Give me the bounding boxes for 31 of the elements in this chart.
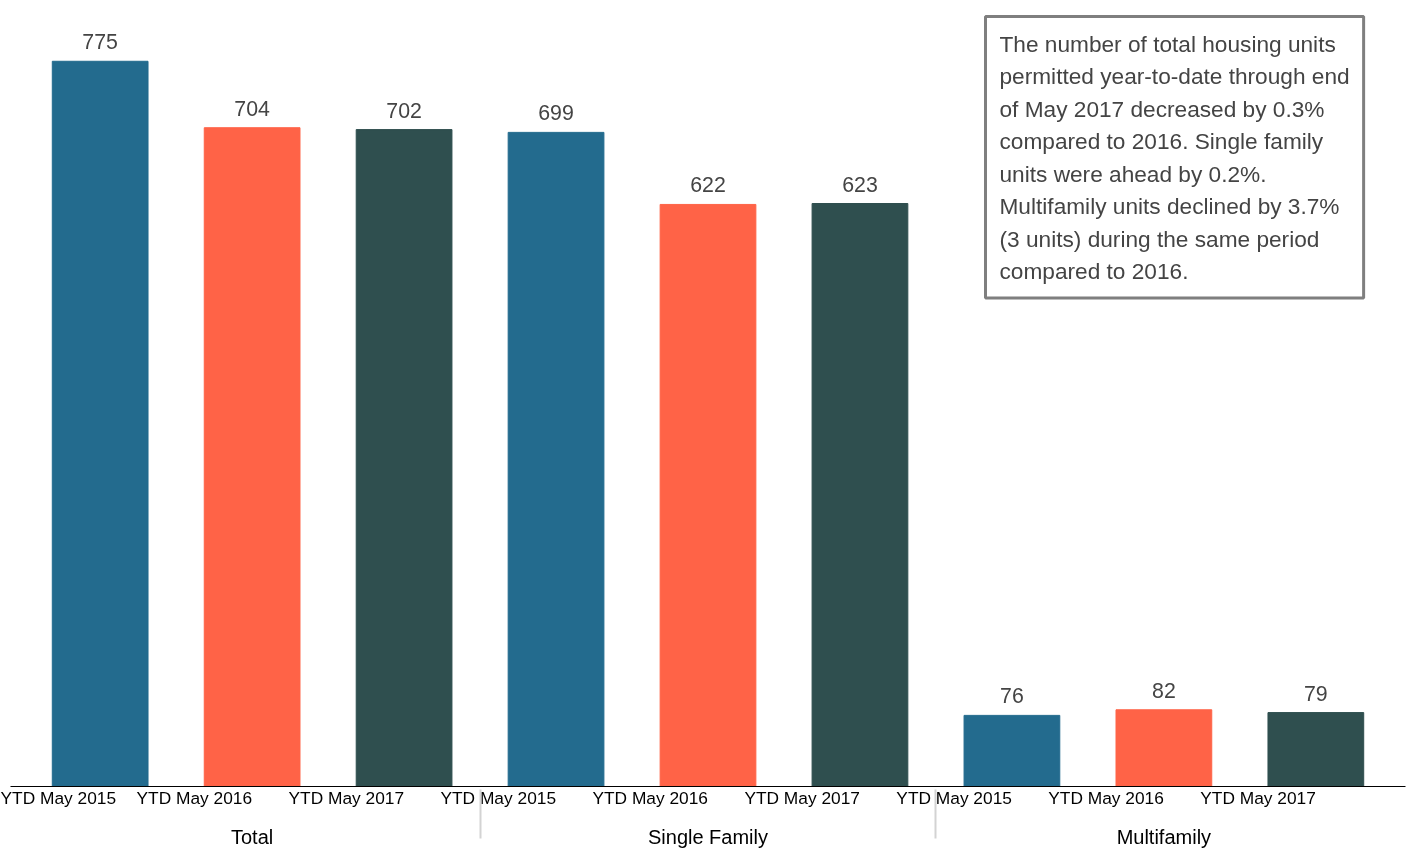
data-label: 775 (82, 30, 118, 55)
bar (507, 131, 605, 787)
bar (1267, 712, 1365, 787)
bar (659, 203, 757, 787)
bar (203, 127, 301, 787)
data-label: 623 (842, 172, 878, 197)
bar (51, 60, 149, 787)
bar (355, 129, 453, 787)
data-label: 79 (1303, 681, 1328, 706)
data-label: 76 (1000, 684, 1024, 709)
annotation: The number of total housing units permitted year-to-date through end of May 2017 decreased by 0.3% compared to 2016. Single family units were ahead by 0.2%. Multifamily units declined by 3.7% (3 units) during the same period compared to 2016. (999, 30, 1350, 284)
text: YTD May 2017 (1200, 787, 1316, 808)
x-tick-label: Multifamily (1116, 825, 1212, 848)
data-label: 622 (690, 173, 726, 198)
series-label: YTD May 2017 (288, 787, 405, 808)
text: YTD May 2015 (440, 787, 557, 808)
data-label: 699 (538, 101, 574, 126)
bar (1115, 709, 1213, 787)
series-label: YTD May 2016 (136, 787, 253, 808)
bar (963, 714, 1061, 787)
text: YTD May 2016 (1048, 787, 1164, 808)
text: YTD May 2015 (896, 787, 1012, 808)
data-label: 82 (1152, 678, 1176, 703)
data-label: 702 (386, 98, 422, 123)
text: YTD May 2016 (592, 787, 709, 808)
text: YTD May 2017 (744, 787, 860, 808)
x-tick-label: Total (230, 825, 274, 848)
data-label: 704 (234, 96, 271, 121)
series-label: YTD May 2015 (0, 787, 117, 808)
bar (811, 203, 909, 787)
x-tick-label: Single Family (647, 825, 769, 848)
